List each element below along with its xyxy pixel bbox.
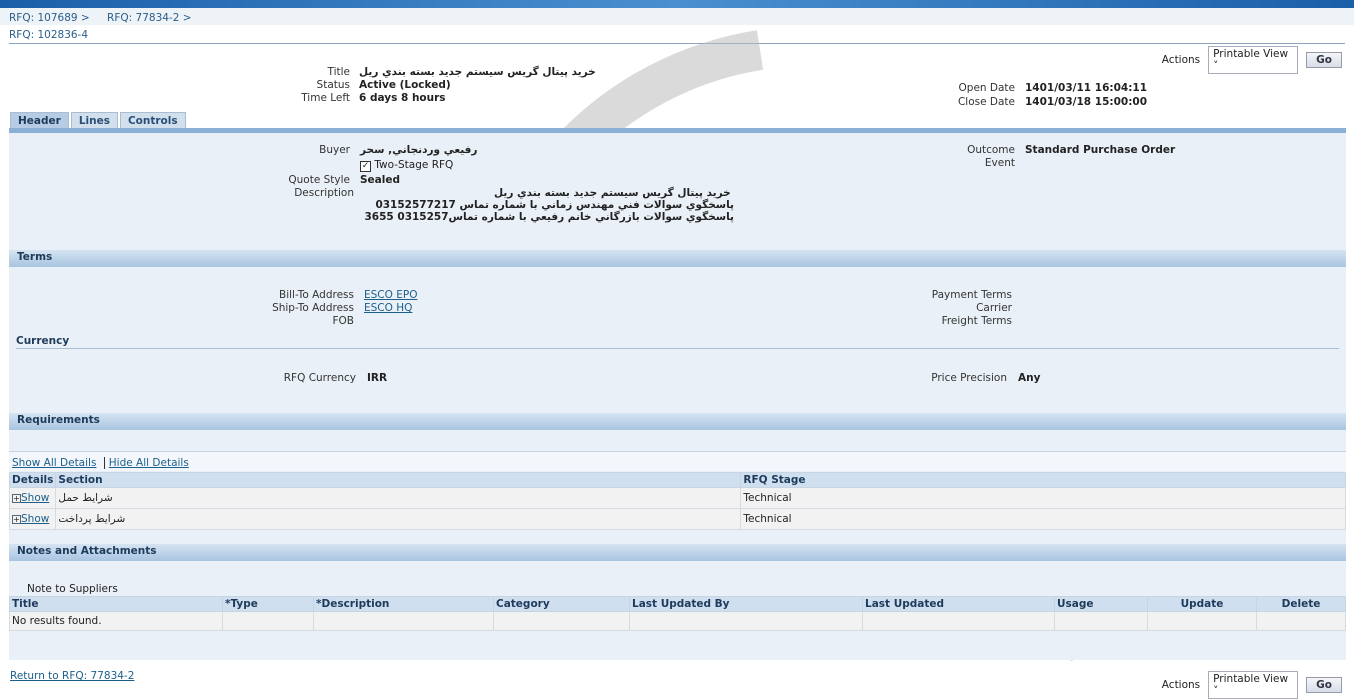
col-update: Update xyxy=(1147,596,1257,612)
two-stage-label: Two-Stage RFQ xyxy=(374,159,454,171)
stage-cell: Technical xyxy=(740,487,1346,509)
rfq-currency-value: IRR xyxy=(367,372,388,384)
col-category: Category xyxy=(493,596,630,612)
breadcrumb-link[interactable]: RFQ: 107689 > xyxy=(9,12,90,24)
status-label: Status xyxy=(316,79,350,91)
table-row: +Show شرايط حمل Technical xyxy=(8,487,1346,509)
currency-subheader: Currency xyxy=(16,335,1339,349)
outcome-value: Standard Purchase Order xyxy=(1025,144,1176,156)
show-all-details-link[interactable]: Show All Details xyxy=(12,457,97,469)
top-banner xyxy=(0,0,1354,8)
section-cell: شرايط پرداخت xyxy=(55,508,742,530)
show-link[interactable]: Show xyxy=(21,513,50,525)
carrier-label: Carrier xyxy=(976,302,1012,314)
description-label: Description xyxy=(294,187,354,199)
outcome-label: Outcome xyxy=(967,144,1015,156)
quote-style-label: Quote Style xyxy=(288,174,350,186)
freight-terms-label: Freight Terms xyxy=(941,315,1012,327)
payment-terms-label: Payment Terms xyxy=(931,289,1012,301)
actions-select-value: Printable View xyxy=(1213,48,1289,60)
event-label: Event xyxy=(984,157,1015,169)
table-row: No results found. xyxy=(9,611,1346,631)
actions-select[interactable]: Printable View ˅ xyxy=(1208,46,1299,74)
content-panel xyxy=(9,128,1346,660)
go-button[interactable]: Go xyxy=(1306,677,1342,693)
col-usage: Usage xyxy=(1054,596,1148,612)
return-to-rfq-link[interactable]: Return to RFQ: 77834-2 xyxy=(10,670,135,682)
actions-select-value: Printable View xyxy=(1213,673,1289,685)
col-title: Title xyxy=(9,596,223,612)
tab-lines[interactable]: Lines xyxy=(70,112,118,129)
tab-header[interactable]: Header xyxy=(10,112,69,129)
price-precision-label: Price Precision xyxy=(931,372,1007,384)
description-line: پاسخگوي سوالات فني مهندس زماني با شماره … xyxy=(375,199,734,211)
col-last-updated-by: Last Updated By xyxy=(629,596,863,612)
table-row: +Show شرايط پرداخت Technical xyxy=(8,508,1346,530)
open-date-label: Open Date xyxy=(958,82,1015,94)
price-precision-value: Any xyxy=(1018,372,1041,384)
time-left-value: 6 days 8 hours xyxy=(359,92,446,104)
quote-style-value: Sealed xyxy=(360,174,401,186)
note-to-suppliers-label: Note to Suppliers xyxy=(27,583,118,595)
description-line: پاسخگوي سوالات بازرگاني خانم رفيعي با شم… xyxy=(364,211,735,223)
hide-all-details-link[interactable]: Hide All Details xyxy=(108,457,189,469)
actions-bar-top: Actions Printable View ˅ Go xyxy=(1162,46,1342,74)
breadcrumb: RFQ: 107689 > RFQ: 77834-2 > xyxy=(0,8,1354,25)
breadcrumb-link[interactable]: RFQ: 77834-2 > xyxy=(107,12,192,24)
tab-controls[interactable]: Controls xyxy=(119,112,186,129)
attachments-table: Title *Type *Description Category Last U… xyxy=(9,596,1346,631)
col-description: *Description xyxy=(313,596,494,612)
actions-select[interactable]: Printable View ˅ xyxy=(1208,671,1299,699)
terms-section-header: Terms xyxy=(9,250,1346,267)
description-line: خريد پيتال گريس سيستم جديد بسته بندي ريل xyxy=(494,187,731,199)
expand-plus-icon[interactable]: + xyxy=(12,515,21,524)
title-label: Title xyxy=(327,66,350,78)
page-title: RFQ: 102836-4 xyxy=(9,25,1345,44)
requirements-table: Details Section RFQ Stage +Show شرايط حمل Te… xyxy=(8,472,1346,530)
ship-to-label: Ship-To Address xyxy=(272,302,354,314)
requirements-section-header: Requirements xyxy=(9,413,1346,430)
bill-to-label: Bill-To Address xyxy=(279,289,354,301)
tab-bar: Header Lines Controls xyxy=(10,112,186,129)
two-stage-rfq: ✓ Two-Stage RFQ xyxy=(360,159,453,172)
time-left-label: Time Left xyxy=(301,92,350,104)
close-date-label: Close Date xyxy=(957,96,1015,108)
col-details: Details xyxy=(8,472,57,488)
actions-bar-bottom: Actions Printable View ˅ Go xyxy=(1162,671,1342,699)
fob-label: FOB xyxy=(332,315,354,327)
checkbox-checked-icon[interactable]: ✓ xyxy=(360,161,371,172)
rfq-currency-label: RFQ Currency xyxy=(283,372,356,384)
actions-label: Actions xyxy=(1161,679,1201,691)
status-value: Active (Locked) xyxy=(359,79,451,91)
title-value: خريد پيتال گريس سيستم جديد بسته بندي ريل xyxy=(359,66,596,78)
stage-cell: Technical xyxy=(740,508,1346,530)
col-type: *Type xyxy=(222,596,314,612)
col-delete: Delete xyxy=(1256,596,1346,612)
buyer-value: رفيعي وردنجاني, سحر xyxy=(360,144,478,156)
details-toggle-bar: Show All Details Hide All Details xyxy=(9,451,1346,471)
empty-message: No results found. xyxy=(9,611,223,631)
actions-label: Actions xyxy=(1161,54,1201,66)
notes-section-header: Notes and Attachments xyxy=(9,544,1346,561)
bill-to-link[interactable]: ESCO EPO xyxy=(364,289,418,301)
close-date-value: 1401/03/18 15:00:00 xyxy=(1025,96,1148,108)
crumb-text: RFQ: 107689 xyxy=(9,12,78,24)
col-last-updated: Last Updated xyxy=(862,596,1055,612)
expand-plus-icon[interactable]: + xyxy=(12,494,21,503)
buyer-label: Buyer xyxy=(319,144,350,156)
description-value: خريد پيتال گريس سيستم جديد بسته بندي ريل… xyxy=(364,187,735,223)
section-cell: شرايط حمل xyxy=(55,487,742,509)
open-date-value: 1401/03/11 16:04:11 xyxy=(1025,82,1148,94)
crumb-text: RFQ: 77834-2 xyxy=(107,12,180,24)
ship-to-link[interactable]: ESCO HQ xyxy=(364,302,413,314)
go-button[interactable]: Go xyxy=(1306,52,1342,68)
show-link[interactable]: Show xyxy=(21,492,50,504)
col-section: Section xyxy=(55,472,742,488)
col-rfq-stage: RFQ Stage xyxy=(740,472,1346,488)
